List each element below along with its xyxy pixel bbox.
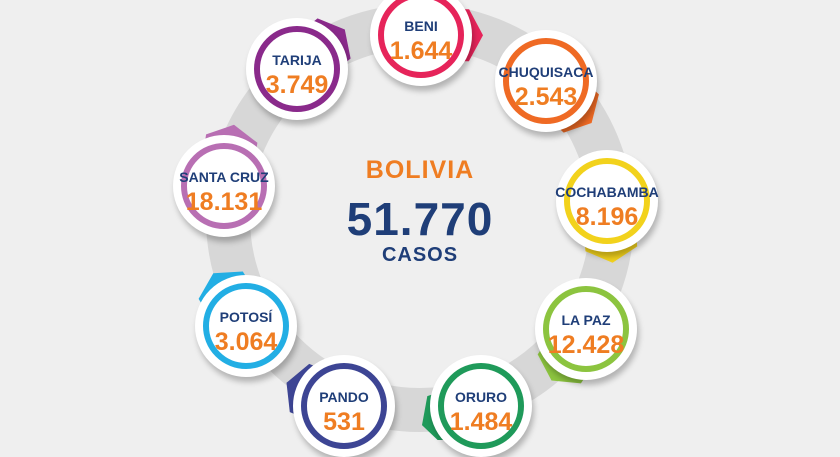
region-value: 531 [323, 408, 365, 436]
center-summary: BOLIVIA 51.770 CASOS [300, 150, 540, 280]
region-name: CHUQUISACA [498, 64, 594, 80]
region-name: BENI [404, 18, 438, 34]
badge-ring [301, 363, 387, 449]
region-value: 8.196 [575, 203, 639, 231]
country-title: BOLIVIA [365, 156, 475, 184]
region-name: PANDO [319, 389, 369, 405]
cases-label: CASOS [381, 244, 459, 266]
region-name: SANTA CRUZ [179, 169, 269, 185]
region-value: 2.543 [514, 83, 578, 111]
badge-ring [543, 286, 629, 372]
region-badge-beni: BENI 1.644 [370, 0, 472, 86]
region-name: TARIJA [272, 52, 322, 68]
badge-ring [203, 283, 289, 369]
region-badge-oruro: ORURO 1.484 [430, 355, 532, 457]
badge-ring [378, 0, 464, 78]
region-badge-la-paz: LA PAZ 12.428 [535, 278, 637, 380]
badge-ring [254, 26, 340, 112]
total-cases: 51.770 [346, 193, 494, 245]
region-value: 18.131 [185, 188, 263, 216]
badge-ring [181, 143, 267, 229]
region-name: POTOSÍ [219, 309, 273, 325]
region-value: 12.428 [547, 331, 625, 359]
badge-ring [503, 38, 589, 124]
region-value: 1.644 [389, 37, 453, 65]
region-badge-cochabamba: COCHABAMBA 8.196 [555, 150, 659, 252]
region-value: 1.484 [449, 408, 513, 436]
region-value: 3.749 [265, 71, 329, 99]
region-name: ORURO [454, 389, 508, 405]
region-badge-tarija: TARIJA 3.749 [246, 18, 348, 120]
region-badge-pando: PANDO 531 [293, 355, 395, 457]
region-name: COCHABAMBA [555, 184, 659, 200]
region-badge-chuquisaca: CHUQUISACA 2.543 [495, 30, 597, 132]
region-name: LA PAZ [561, 312, 611, 328]
badge-ring [438, 363, 524, 449]
region-value: 3.064 [214, 328, 278, 356]
region-badge-santa-cruz: SANTA CRUZ 18.131 [173, 135, 275, 237]
badge-ring [564, 158, 650, 244]
region-badge-potosi: POTOSÍ 3.064 [195, 275, 297, 377]
